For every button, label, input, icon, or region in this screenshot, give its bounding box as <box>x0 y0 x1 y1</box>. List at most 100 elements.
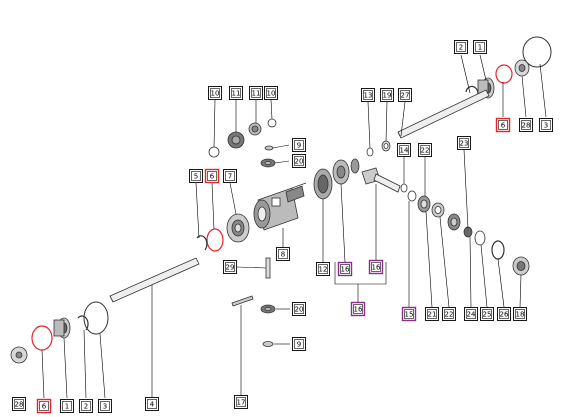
upper-shaft[interactable] <box>397 89 490 139</box>
flange-18[interactable] <box>512 256 530 276</box>
spider-gear-11a[interactable] <box>227 131 245 149</box>
callout-26[interactable]: 26 <box>497 307 511 321</box>
oring-25[interactable] <box>474 230 486 246</box>
bearing-7[interactable] <box>226 213 250 243</box>
callout-22-b[interactable]: 22 <box>442 307 456 321</box>
callout-label: 3 <box>544 122 548 130</box>
callout-5[interactable]: 5 <box>189 169 203 183</box>
callout-3-top[interactable]: 3 <box>539 118 553 132</box>
washer-9-bottom[interactable] <box>262 341 274 347</box>
seal-26[interactable] <box>491 240 505 260</box>
washer-19[interactable] <box>381 140 391 152</box>
callout-15[interactable]: 15 <box>401 306 417 322</box>
callout-label: 9 <box>297 341 301 349</box>
callout-10-b[interactable]: 10 <box>264 86 278 100</box>
callout-label: 16 <box>354 306 363 314</box>
callout-label: 6 <box>210 173 215 181</box>
callout-28-top[interactable]: 28 <box>519 118 533 132</box>
red-oring-bottom[interactable] <box>31 325 53 351</box>
callout-23[interactable]: 23 <box>457 136 471 150</box>
bearing-race-bottom[interactable] <box>10 346 28 364</box>
callout-14[interactable]: 14 <box>397 143 411 157</box>
callout-label: 10 <box>267 90 276 98</box>
callout-11-b[interactable]: 11 <box>249 86 263 100</box>
ring-10a[interactable] <box>208 146 220 158</box>
small-ring-13[interactable] <box>366 147 374 157</box>
callout-11-a[interactable]: 11 <box>229 86 243 100</box>
snap-ring-bottom[interactable] <box>77 315 89 331</box>
callout-29[interactable]: 29 <box>223 260 237 274</box>
callout-9-bot[interactable]: 9 <box>292 337 306 351</box>
ring-10b[interactable] <box>267 118 277 128</box>
callout-16-b[interactable]: 16 <box>368 259 384 275</box>
lower-shaft[interactable] <box>109 257 200 303</box>
callout-25[interactable]: 25 <box>480 307 494 321</box>
callout-label: 28 <box>15 401 24 409</box>
callout-27[interactable]: 27 <box>398 88 412 102</box>
callout-16-c[interactable]: 16 <box>350 301 366 317</box>
nut-24[interactable] <box>463 226 473 238</box>
bearing-bottom[interactable] <box>53 317 71 339</box>
race-22[interactable] <box>431 202 445 218</box>
bearing-21[interactable] <box>417 195 431 213</box>
large-oring-top[interactable] <box>522 36 552 68</box>
callout-label: 23 <box>460 140 469 148</box>
callout-label: 4 <box>150 401 155 409</box>
red-oring-mid[interactable] <box>206 228 224 252</box>
leader-lines <box>41 54 547 399</box>
washer-9-top[interactable] <box>264 145 274 151</box>
callout-19[interactable]: 19 <box>380 88 394 102</box>
gear-20-top[interactable] <box>260 158 276 168</box>
callout-28-bot[interactable]: 28 <box>12 397 26 411</box>
callout-label: 14 <box>400 147 409 155</box>
washer-15[interactable] <box>407 190 417 202</box>
seal-14[interactable] <box>400 183 408 193</box>
callout-13[interactable]: 13 <box>361 88 375 102</box>
bearing-race-top[interactable] <box>514 59 530 77</box>
callout-label: 19 <box>383 92 392 100</box>
callout-21[interactable]: 21 <box>425 307 439 321</box>
large-oring-bottom[interactable] <box>83 301 109 335</box>
callout-4[interactable]: 4 <box>145 397 159 411</box>
callout-label: 11 <box>252 90 261 98</box>
callout-1-top[interactable]: 1 <box>473 40 487 54</box>
callout-label: 6 <box>501 122 506 130</box>
callout-24[interactable]: 24 <box>464 307 478 321</box>
dowel-17[interactable] <box>231 295 254 307</box>
callout-20-bot[interactable]: 20 <box>292 302 306 316</box>
snap-ring-5[interactable] <box>196 235 208 251</box>
pin-29[interactable] <box>265 257 271 279</box>
callout-label: 27 <box>401 92 410 100</box>
callout-9-top[interactable]: 9 <box>292 138 306 152</box>
callout-22-a[interactable]: 22 <box>418 143 432 157</box>
callout-3-bot[interactable]: 3 <box>98 399 112 413</box>
gear-12[interactable] <box>313 168 333 200</box>
callout-10-a[interactable]: 10 <box>208 86 222 100</box>
red-oring-top[interactable] <box>495 64 513 84</box>
callout-label: 7 <box>228 173 232 181</box>
bearing-23[interactable] <box>447 213 461 231</box>
callout-8[interactable]: 8 <box>276 247 290 261</box>
callout-20-top[interactable]: 20 <box>292 154 306 168</box>
callout-17[interactable]: 17 <box>234 395 248 409</box>
pinion-shaft-16[interactable] <box>361 167 401 193</box>
gear-16-left[interactable] <box>332 159 350 185</box>
callout-6-bot[interactable]: 6 <box>36 398 52 414</box>
callout-2-bot[interactable]: 2 <box>79 399 93 413</box>
callout-16-a[interactable]: 16 <box>337 261 353 277</box>
callout-label: 2 <box>459 44 463 52</box>
callout-6-top[interactable]: 6 <box>495 117 511 133</box>
callout-12[interactable]: 12 <box>316 262 330 276</box>
gear-16-mid[interactable] <box>350 158 360 174</box>
spider-gear-11b[interactable] <box>248 122 262 136</box>
callout-18[interactable]: 18 <box>513 307 527 321</box>
callout-1-bot[interactable]: 1 <box>60 399 74 413</box>
gear-20-bottom[interactable] <box>260 304 276 314</box>
differential-carrier[interactable] <box>253 182 307 231</box>
callout-label: 11 <box>232 90 241 98</box>
callout-label: 16 <box>372 264 381 272</box>
callout-6-mid[interactable]: 6 <box>204 168 220 184</box>
callout-2-top[interactable]: 2 <box>454 40 468 54</box>
callout-label: 15 <box>405 311 414 319</box>
callout-7[interactable]: 7 <box>223 169 237 183</box>
